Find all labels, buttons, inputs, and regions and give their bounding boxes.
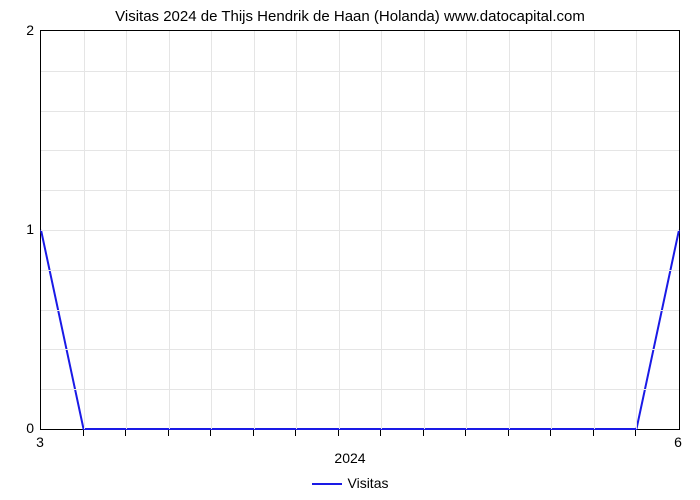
legend: Visitas — [0, 475, 700, 491]
y-tick-label: 2 — [4, 22, 34, 38]
y-tick-label: 0 — [4, 420, 34, 436]
grid-line-horizontal — [41, 389, 679, 390]
x-minor-tick — [423, 430, 424, 436]
x-minor-tick — [380, 430, 381, 436]
grid-line-horizontal — [41, 310, 679, 311]
x-minor-tick — [83, 430, 84, 436]
x-minor-tick — [508, 430, 509, 436]
grid-line-horizontal — [41, 230, 679, 231]
x-minor-tick — [168, 430, 169, 436]
x-minor-tick — [465, 430, 466, 436]
x-minor-tick — [210, 430, 211, 436]
x-minor-tick — [295, 430, 296, 436]
x-tick-label: 6 — [674, 434, 682, 450]
series-line — [41, 230, 679, 429]
grid-line-horizontal — [41, 270, 679, 271]
x-minor-tick — [338, 430, 339, 436]
x-tick-label: 3 — [36, 434, 44, 450]
grid-line-horizontal — [41, 150, 679, 151]
legend-label: Visitas — [348, 475, 389, 491]
plot-area — [40, 30, 680, 430]
chart-title: Visitas 2024 de Thijs Hendrik de Haan (H… — [0, 8, 700, 25]
x-minor-tick — [635, 430, 636, 436]
x-minor-tick — [125, 430, 126, 436]
y-tick-label: 1 — [4, 221, 34, 237]
x-minor-tick — [550, 430, 551, 436]
x-minor-tick — [593, 430, 594, 436]
grid-line-horizontal — [41, 111, 679, 112]
x-center-label: 2024 — [0, 450, 700, 466]
grid-line-horizontal — [41, 190, 679, 191]
grid-line-horizontal — [41, 349, 679, 350]
x-minor-tick — [253, 430, 254, 436]
grid-line-horizontal — [41, 71, 679, 72]
legend-swatch — [312, 483, 342, 485]
